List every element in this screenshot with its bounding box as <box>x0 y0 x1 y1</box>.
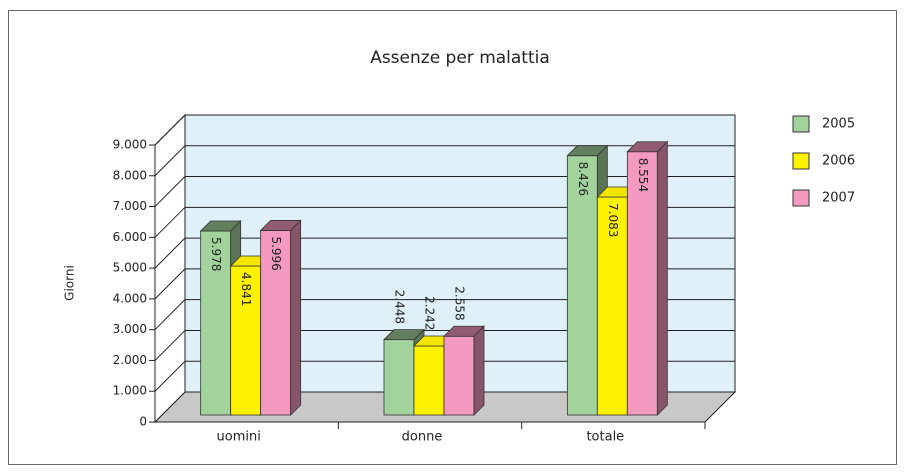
bar-front <box>596 196 628 416</box>
value-label: 2.242 <box>423 296 437 330</box>
value-label: 5.978 <box>209 237 223 271</box>
chart-title: Assenze per malattia <box>370 48 550 68</box>
legend-label: 2007 <box>822 191 855 206</box>
grid-line <box>154 145 735 177</box>
grid-line <box>154 268 735 300</box>
bar-front <box>443 335 475 416</box>
value-label: 8.426 <box>576 162 590 196</box>
legend-swatch <box>792 189 810 207</box>
x-tick-label: totale <box>586 430 624 445</box>
legend-label: 2006 <box>822 154 855 169</box>
grid-line <box>154 329 735 361</box>
y-tick-label: 7.000 <box>113 199 147 213</box>
value-label: 2.558 <box>453 286 467 320</box>
y-tick-label: 6.000 <box>113 230 147 244</box>
x-tick-label: uomini <box>217 430 261 445</box>
bar-side <box>656 140 668 416</box>
bar-front <box>566 155 598 416</box>
value-label: 8.554 <box>636 158 650 192</box>
value-label: 7.083 <box>606 203 620 237</box>
bar-front <box>413 345 445 416</box>
y-tick-label: 4.000 <box>113 291 147 305</box>
grid-line <box>154 299 735 331</box>
value-label: 4.841 <box>239 272 253 306</box>
y-tick-label: 5.000 <box>113 261 147 275</box>
bar-side <box>290 219 302 416</box>
value-label: 2.448 <box>393 290 407 324</box>
bar-front <box>383 339 415 416</box>
grid-line <box>154 114 735 146</box>
y-tick-label: 9.000 <box>113 138 147 152</box>
grid-line <box>154 206 735 238</box>
bar-side <box>473 325 485 416</box>
value-label: 5.996 <box>269 236 283 270</box>
legend-swatch <box>792 115 810 133</box>
x-tick-label: donne <box>402 430 443 445</box>
legend-swatch <box>792 152 810 170</box>
grid-line <box>154 237 735 269</box>
bar-front <box>260 230 292 416</box>
bar-front <box>200 230 232 416</box>
legend-label: 2005 <box>822 117 855 132</box>
y-tick-label: 0 <box>139 415 147 429</box>
grid-line <box>154 360 735 392</box>
y-tick-label: 3.000 <box>113 322 147 336</box>
y-tick-label: 1.000 <box>113 384 147 398</box>
y-axis-label: Giorni <box>63 265 77 301</box>
y-tick-label: 2.000 <box>113 353 147 367</box>
grid-line <box>154 176 735 207</box>
y-tick-label: 8.000 <box>113 168 147 182</box>
bar-front <box>230 265 262 416</box>
